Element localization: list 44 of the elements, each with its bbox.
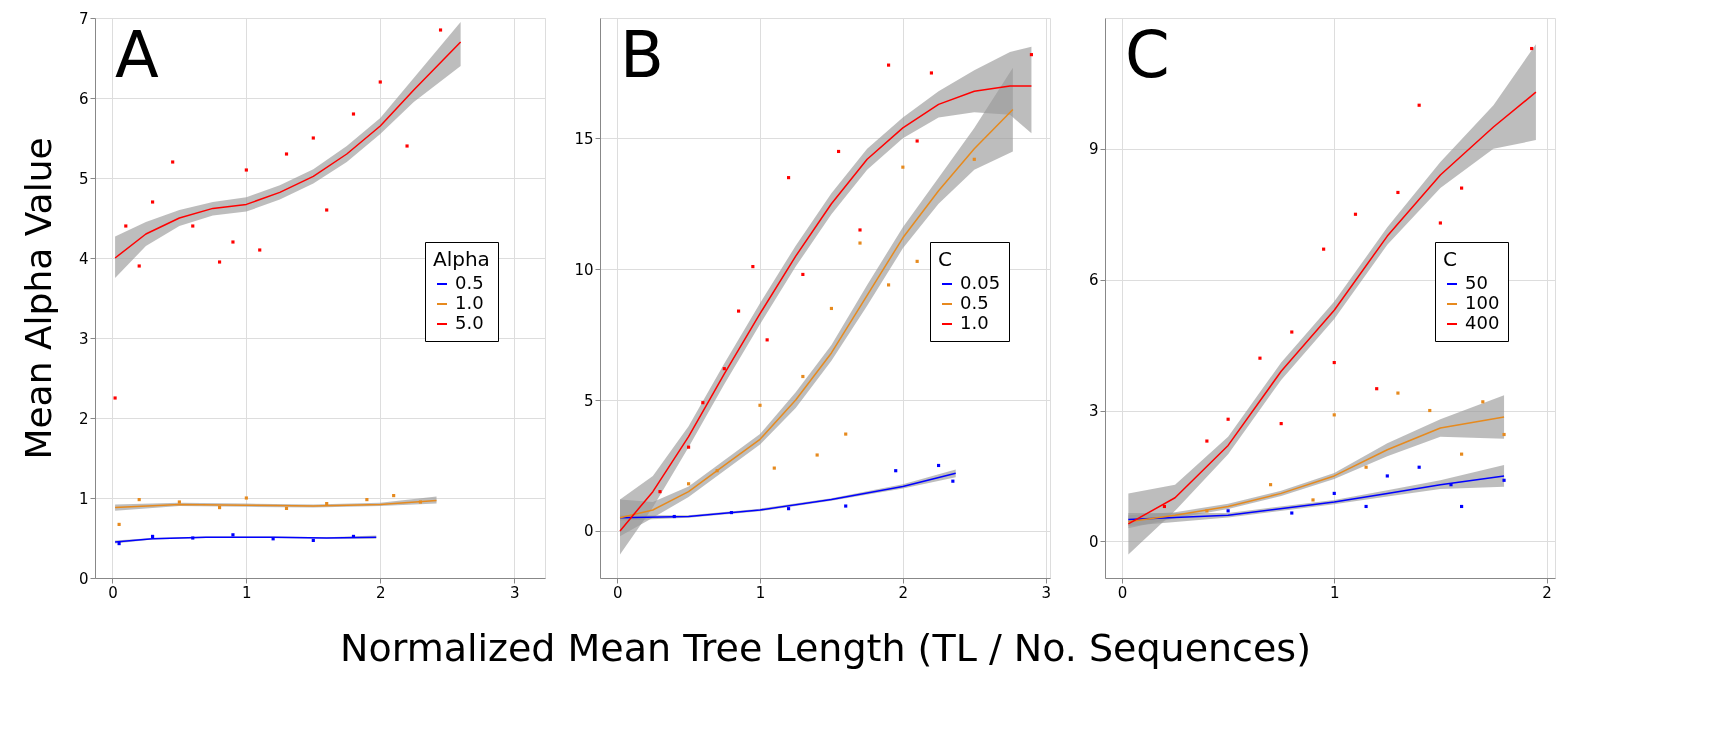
x-tick-label: 0 — [1117, 583, 1128, 602]
y-tick-label: 5 — [583, 391, 594, 410]
legend-title: C — [1443, 247, 1457, 271]
legend-title: C — [938, 247, 952, 271]
y-tick-label: 7 — [78, 9, 89, 28]
y-tick-label: 9 — [1088, 140, 1099, 159]
x-tick-label: 1 — [1329, 583, 1340, 602]
y-tick-label: 1 — [78, 489, 89, 508]
legend-label: 50 — [1465, 272, 1488, 293]
y-tick-label: 3 — [78, 329, 89, 348]
x-tick-label: 1 — [755, 583, 766, 602]
x-tick-label: 2 — [898, 583, 909, 602]
y-tick-label: 15 — [574, 129, 594, 148]
y-tick-label: 0 — [583, 522, 594, 541]
y-tick-label: 0 — [1088, 532, 1099, 551]
y-tick-label: 2 — [78, 409, 89, 428]
x-tick-label: 3 — [509, 583, 520, 602]
legend-label: 0.5 — [960, 292, 989, 313]
x-tick-label: 0 — [108, 583, 118, 602]
legend-label: 5.0 — [455, 312, 484, 333]
x-tick-label: 0 — [612, 583, 623, 602]
legend-label: 0.5 — [455, 272, 484, 293]
x-tick-label: 3 — [1041, 583, 1051, 602]
legend-label: 1.0 — [455, 292, 484, 313]
x-axis-title: Normalized Mean Tree Length (TL / No. Sequences) — [340, 625, 1311, 670]
legend-label: 400 — [1465, 312, 1500, 333]
legend-label: 100 — [1465, 292, 1500, 313]
y-tick-label: 4 — [78, 249, 89, 268]
legend-title: Alpha — [433, 247, 490, 271]
chart-title: C — [1125, 18, 1170, 92]
chart-title: B — [620, 18, 664, 92]
y-tick-label: 3 — [1088, 402, 1099, 421]
y-axis-title: Mean Alpha Value — [17, 137, 59, 460]
y-tick-label: 6 — [78, 89, 89, 108]
legend-label: 1.0 — [960, 312, 989, 333]
y-tick-label: 6 — [1088, 271, 1099, 290]
y-tick-label: 0 — [78, 569, 89, 588]
x-tick-label: 2 — [1542, 583, 1552, 602]
x-tick-label: 1 — [242, 583, 252, 602]
y-tick-label: 5 — [78, 169, 89, 188]
legend-label: 0.05 — [960, 272, 1001, 293]
chart-title: A — [115, 18, 159, 92]
x-tick-label: 2 — [375, 583, 386, 602]
y-tick-label: 10 — [574, 260, 594, 279]
